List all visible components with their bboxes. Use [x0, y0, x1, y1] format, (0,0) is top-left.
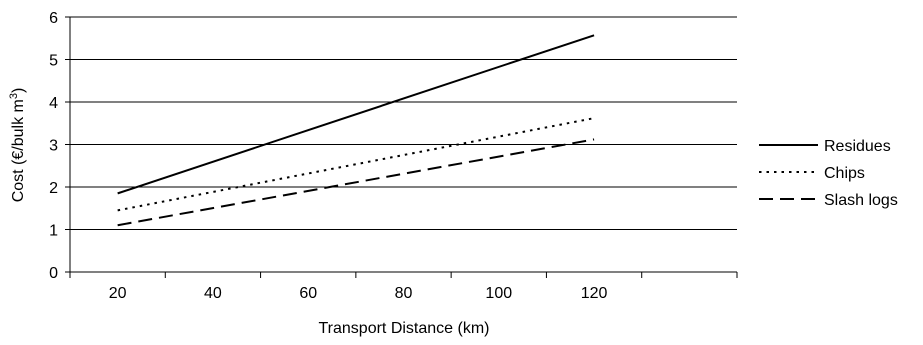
y-axis-title-close: ) — [10, 88, 27, 93]
series-line-residues — [117, 34, 595, 195]
y-tick-label-1: 1 — [49, 223, 58, 240]
y-tick-label-2: 2 — [49, 180, 58, 197]
legend-label-slash-logs: Slash logs — [824, 192, 898, 209]
y-tick-label-6: 6 — [49, 10, 58, 27]
y-tick-label-3: 3 — [49, 138, 58, 155]
x-tick-label-80: 80 — [395, 285, 413, 302]
x-axis-title: Transport Distance (km) — [319, 320, 490, 337]
x-tick-label-20: 20 — [109, 285, 127, 302]
gridlines — [70, 16, 737, 230]
series-lines — [117, 34, 595, 227]
x-tick-label-60: 60 — [299, 285, 317, 302]
y-axis-title: Cost (€/bulk m3) — [8, 88, 27, 203]
y-axis-title-main: Cost (€/bulk m — [10, 99, 27, 202]
legend-label-residues: Residues — [824, 138, 891, 155]
x-tick-label-100: 100 — [485, 285, 512, 302]
y-tick-label-0: 0 — [49, 265, 58, 282]
axes — [65, 16, 738, 278]
tick-labels: 0 1 2 3 4 5 6 20 40 60 80 100 120 — [49, 10, 607, 302]
y-tick-label-4: 4 — [49, 95, 58, 112]
x-tick-label-40: 40 — [204, 285, 222, 302]
legend-label-chips: Chips — [824, 165, 865, 182]
y-axis-title-superscript: 3 — [8, 93, 20, 99]
series-line-chips — [117, 117, 595, 212]
y-tick-label-5: 5 — [49, 53, 58, 70]
series-line-slash-logs — [117, 138, 595, 227]
legend: Residues Chips Slash logs — [759, 138, 898, 209]
x-tick-label-120: 120 — [581, 285, 608, 302]
